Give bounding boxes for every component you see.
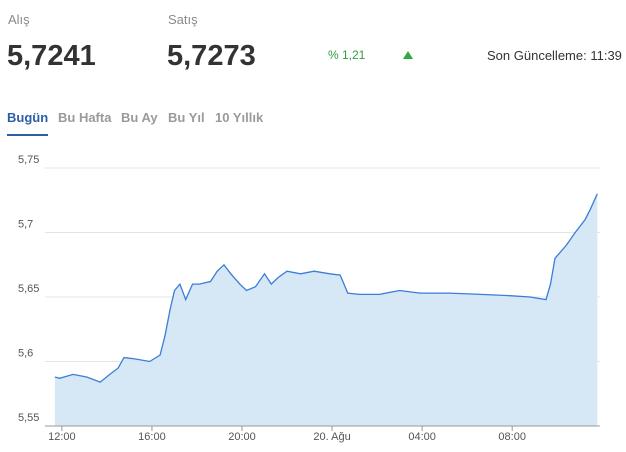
x-tick-label: 16:00 xyxy=(138,431,166,443)
change: % 1,21 xyxy=(328,48,366,62)
sell-value: 5,7273 xyxy=(167,40,256,72)
up-arrow xyxy=(403,51,413,59)
buy-value: 5,7241 xyxy=(7,40,96,72)
y-tick-label: 5,6 xyxy=(18,347,33,359)
tab[interactable]: Bu Ay xyxy=(121,110,158,125)
buy-label: Alış xyxy=(8,12,30,27)
y-tick-label: 5,75 xyxy=(18,154,39,166)
tab[interactable]: 10 Yıllık xyxy=(215,110,264,125)
tab[interactable]: Bu Yıl xyxy=(168,110,205,125)
y-tick-label: 5,65 xyxy=(18,283,39,295)
x-tick-label: 04:00 xyxy=(408,431,436,443)
x-tick-label: 08:00 xyxy=(498,431,526,443)
y-tick-label: 5,55 xyxy=(18,412,39,424)
tab[interactable]: Bu Hafta xyxy=(58,110,112,125)
tab[interactable]: Bugün xyxy=(7,110,49,125)
line xyxy=(54,193,598,383)
x-tick-label: 12:00 xyxy=(48,431,76,443)
y-tick-label: 5,7 xyxy=(18,218,33,230)
x-tick-label: 20:00 xyxy=(228,431,256,443)
last-update: Son Güncelleme: 11:39 xyxy=(487,48,622,63)
x-tick-label: 20. Ağu xyxy=(313,431,350,443)
active-tab-underline xyxy=(7,134,48,136)
sell-label: Satış xyxy=(168,12,198,27)
area xyxy=(54,193,598,426)
